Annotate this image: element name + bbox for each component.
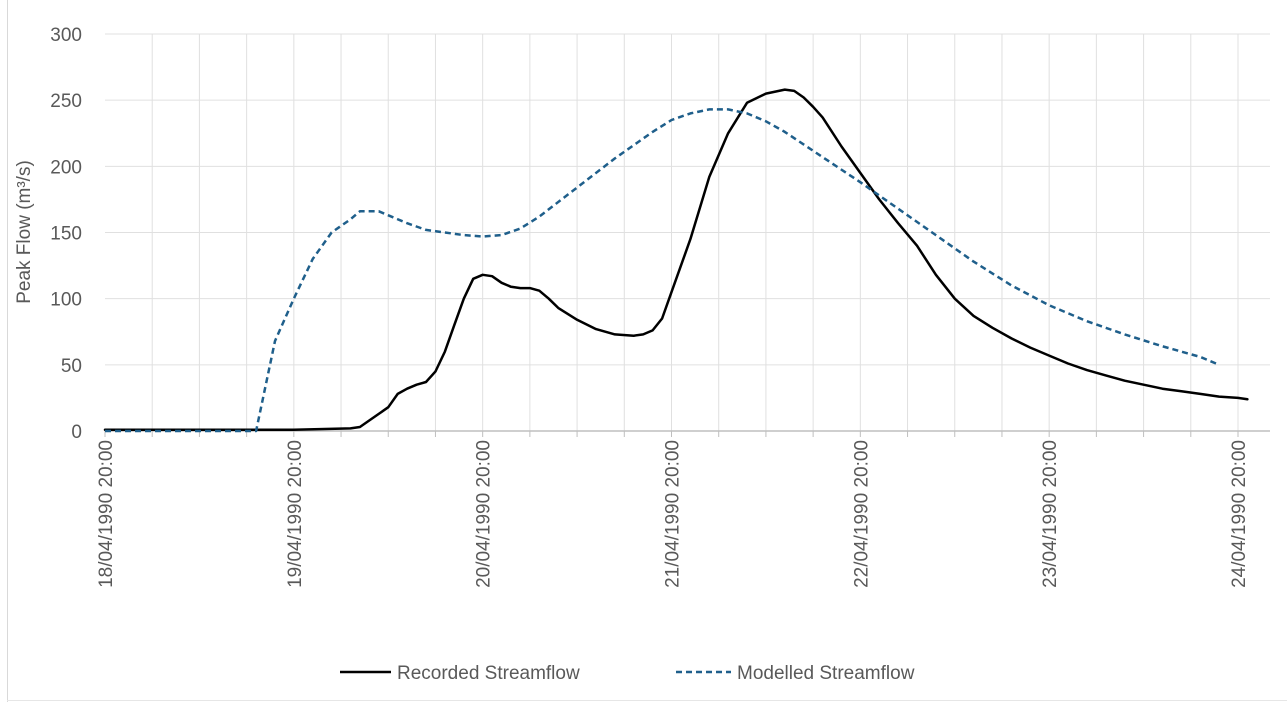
tick-labels: 0 50 100 150 200 250 300 18/04/1990 20:00 19/04/… — [50, 25, 1250, 588]
gridlines — [105, 33, 1270, 431]
y-tick-label: 100 — [50, 290, 82, 311]
recorded-streamflow-line — [103, 88, 1249, 431]
modelled-streamflow-line — [105, 108, 1220, 433]
x-tick-label: 21/04/1990 20:00 — [663, 440, 684, 588]
series-lines — [103, 88, 1249, 433]
legend-label: Recorded Streamflow — [397, 663, 580, 684]
chart-frame-bottom-border — [7, 700, 1287, 701]
y-tick-label: 250 — [50, 91, 82, 112]
x-tick-label: 22/04/1990 20:00 — [851, 440, 872, 588]
x-tick-label: 23/04/1990 20:00 — [1040, 440, 1061, 588]
legend-label: Modelled Streamflow — [737, 663, 915, 684]
axes — [104, 430, 1270, 437]
chart-frame-left-border — [7, 0, 8, 702]
y-axis-title: Peak Flow (m³/s) — [14, 160, 35, 304]
y-tick-label: 300 — [50, 25, 82, 46]
x-tick-label: 19/04/1990 20:00 — [285, 440, 306, 588]
x-tick-label: 20/04/1990 20:00 — [474, 440, 495, 588]
x-tick-label: 24/04/1990 20:00 — [1229, 440, 1250, 588]
legend: Recorded Streamflow Modelled Streamflow — [340, 663, 915, 684]
y-tick-label: 50 — [61, 356, 82, 377]
y-tick-label: 200 — [50, 157, 82, 178]
x-tick-label: 18/04/1990 20:00 — [96, 440, 117, 588]
y-tick-label: 0 — [71, 422, 82, 443]
y-tick-label: 150 — [50, 224, 82, 245]
